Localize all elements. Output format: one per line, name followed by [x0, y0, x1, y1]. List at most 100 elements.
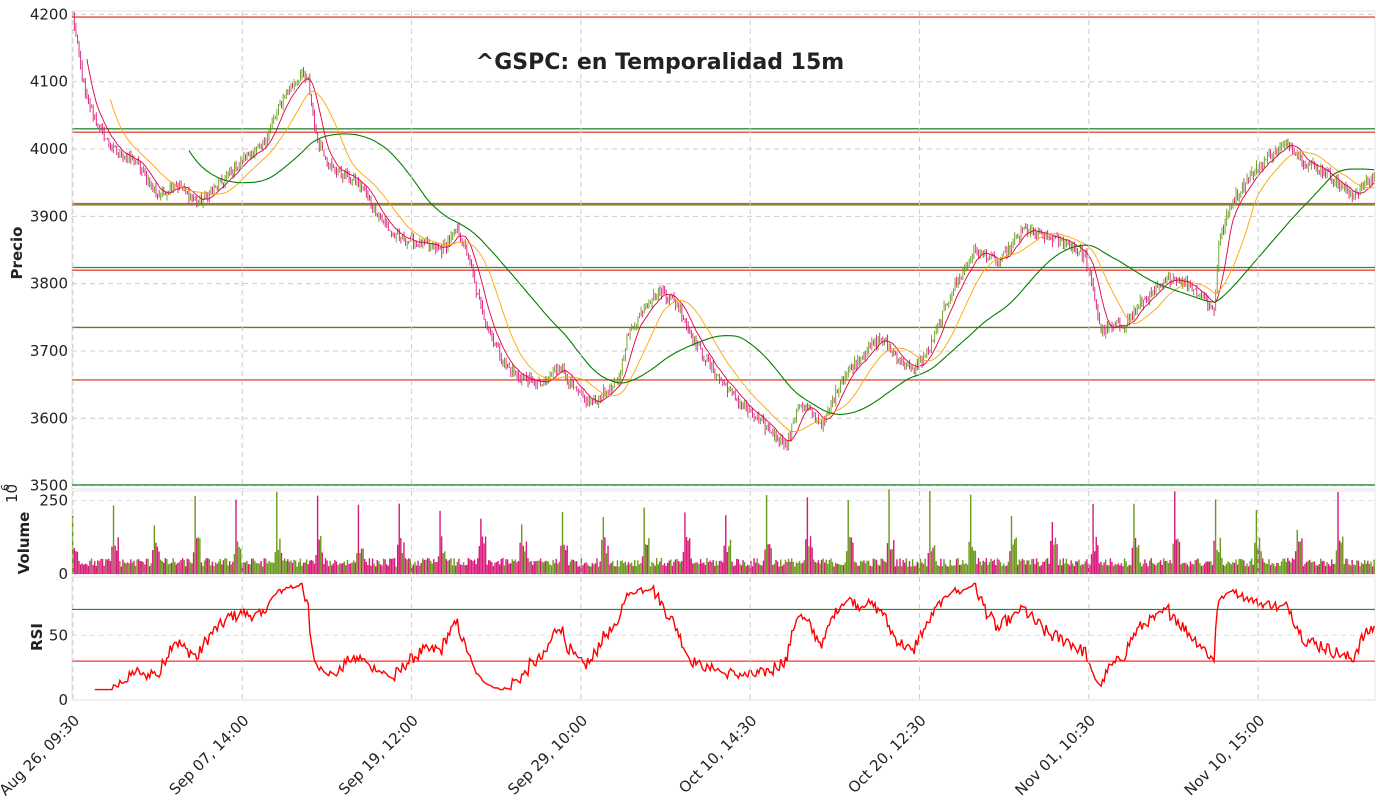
volume-bar [648, 538, 650, 574]
volume-bar [1186, 564, 1189, 574]
volume-bar [531, 564, 534, 574]
volume-bar [1097, 545, 1099, 574]
volume-bar [210, 565, 212, 574]
volume-bar [911, 559, 914, 574]
panel-frame [71, 10, 1376, 490]
volume-bar [214, 562, 217, 574]
volume-bar [1039, 566, 1041, 574]
volume-bar [385, 564, 388, 574]
volume-bar [987, 564, 989, 574]
volume-bar [167, 564, 170, 574]
volume-bar [831, 562, 834, 574]
volume-bar [1136, 547, 1138, 574]
volume-bar [1087, 563, 1090, 574]
volume-bar [751, 566, 754, 574]
volume-bar [370, 565, 372, 574]
volume-bar [296, 566, 298, 574]
volume-bar [353, 560, 355, 574]
volume-bar [1106, 565, 1108, 574]
volume-bar [958, 564, 961, 574]
volume-bar [627, 562, 630, 574]
volume-bar [1205, 561, 1207, 574]
volume-bar [913, 566, 915, 574]
volume-bar [1122, 566, 1124, 574]
volume-bar [1221, 557, 1223, 574]
volume-bar [109, 561, 112, 574]
volume-bar [1114, 564, 1116, 574]
volume-bar [492, 566, 495, 574]
volume-bar [238, 547, 240, 574]
volume-bar [486, 564, 488, 574]
volume-bar [841, 564, 843, 574]
volume-bar [415, 565, 418, 574]
volume-bar [458, 558, 460, 574]
volume-bar [298, 562, 300, 574]
volume-bar [1101, 565, 1104, 574]
volume-bar [152, 550, 154, 574]
volume-bar [780, 559, 782, 574]
volume-bar [426, 558, 429, 574]
volume-bar [72, 515, 74, 574]
volume-bar [285, 561, 287, 574]
volume-bar [1312, 561, 1314, 574]
volume-bar [621, 560, 623, 574]
volume-bar [1092, 503, 1094, 574]
volume-bar [1320, 558, 1322, 574]
volume-bar [1144, 559, 1146, 574]
volume-bar [472, 561, 474, 574]
volume-bar [635, 566, 637, 574]
volume-bar [1360, 562, 1363, 574]
volume-bar [247, 564, 250, 574]
volume-bar [919, 558, 922, 574]
volume-bar [547, 561, 550, 574]
volume-bar [221, 564, 223, 574]
volume-bar [1018, 559, 1021, 574]
volume-bar [126, 562, 129, 574]
volume-bar [1258, 537, 1261, 574]
volume-bar [612, 561, 614, 574]
volume-bar [332, 563, 335, 574]
volume-bar [466, 564, 468, 574]
volume-bar [265, 558, 267, 574]
volume-bar [186, 558, 189, 574]
volume-bar [327, 566, 330, 574]
volume-bar [1104, 559, 1107, 574]
volume-bar [770, 548, 773, 574]
volume-bar [291, 562, 294, 574]
volume-bar [910, 566, 912, 574]
volume-bar [957, 557, 959, 574]
volume-bar [585, 562, 587, 574]
volume-bar [935, 561, 937, 574]
volume-bar [279, 538, 281, 574]
volume-bar [988, 562, 991, 574]
volume-bar [163, 562, 165, 574]
volume-bar [254, 560, 256, 574]
volume-bar [999, 562, 1002, 574]
volume-bar [685, 536, 688, 574]
volume-bar [624, 561, 627, 574]
volume-bar [191, 563, 193, 574]
volume-bar [1075, 561, 1077, 574]
volume-bar [944, 563, 947, 574]
volume-bar [185, 566, 187, 574]
volume-bar [522, 545, 524, 574]
volume-bar [706, 557, 708, 574]
volume-bar [1250, 558, 1253, 574]
volume-bar [134, 565, 137, 574]
volume-bar [740, 565, 743, 574]
volume-bar [602, 517, 605, 574]
price-tick-label: 3500 [30, 477, 68, 495]
volume-bar [376, 560, 378, 574]
volume-bar [1293, 559, 1295, 574]
volume-bar [651, 562, 653, 574]
volume-bar [1276, 562, 1278, 574]
volume-bar [368, 558, 371, 574]
volume-bar [1338, 540, 1341, 574]
volume-bar [357, 504, 360, 574]
volume-bar [569, 561, 572, 574]
volume-bar [400, 538, 402, 574]
rsi-axis-label: RSI [28, 623, 46, 651]
volume-bar [488, 560, 490, 574]
volume-bar [232, 561, 234, 574]
